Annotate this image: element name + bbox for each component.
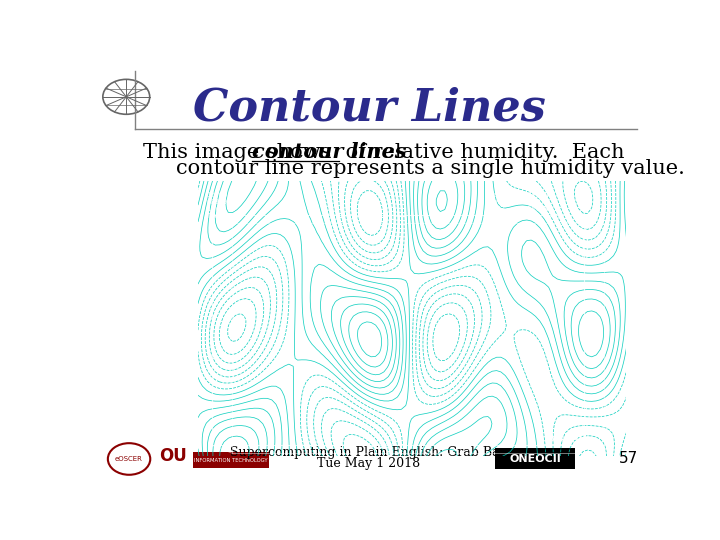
Text: ONEOCII: ONEOCII bbox=[510, 454, 561, 463]
Text: contour line represents a single humidity value.: contour line represents a single humidit… bbox=[176, 159, 685, 178]
Text: contour lines: contour lines bbox=[252, 142, 406, 162]
Text: OU: OU bbox=[158, 448, 186, 465]
FancyBboxPatch shape bbox=[193, 453, 269, 468]
Text: eOSCER: eOSCER bbox=[115, 456, 143, 462]
Text: This image shows: This image shows bbox=[143, 143, 338, 161]
Text: Supercomputing in Plain English: Grab Bag: Supercomputing in Plain English: Grab Ba… bbox=[230, 446, 508, 459]
Text: 57: 57 bbox=[619, 451, 638, 466]
Text: 12:00:00
00839
1 of 17
Tuesday: 12:00:00 00839 1 of 17 Tuesday bbox=[207, 192, 240, 219]
Text: Lat:  38.000 N
Lon:  95.000 W
Hgt:   7.500 km: Lat: 38.000 N Lon: 95.000 W Hgt: 7.500 k… bbox=[490, 192, 553, 212]
Text: Vis5D: Vis5D bbox=[549, 429, 587, 443]
Text: of relative humidity.  Each: of relative humidity. Each bbox=[339, 143, 624, 161]
Text: Contour Lines: Contour Lines bbox=[193, 87, 545, 130]
FancyBboxPatch shape bbox=[495, 448, 575, 469]
Text: INFORMATION TECHNOLOGY: INFORMATION TECHNOLOGY bbox=[194, 458, 267, 463]
Text: Tue May 1 2018: Tue May 1 2018 bbox=[318, 457, 420, 470]
